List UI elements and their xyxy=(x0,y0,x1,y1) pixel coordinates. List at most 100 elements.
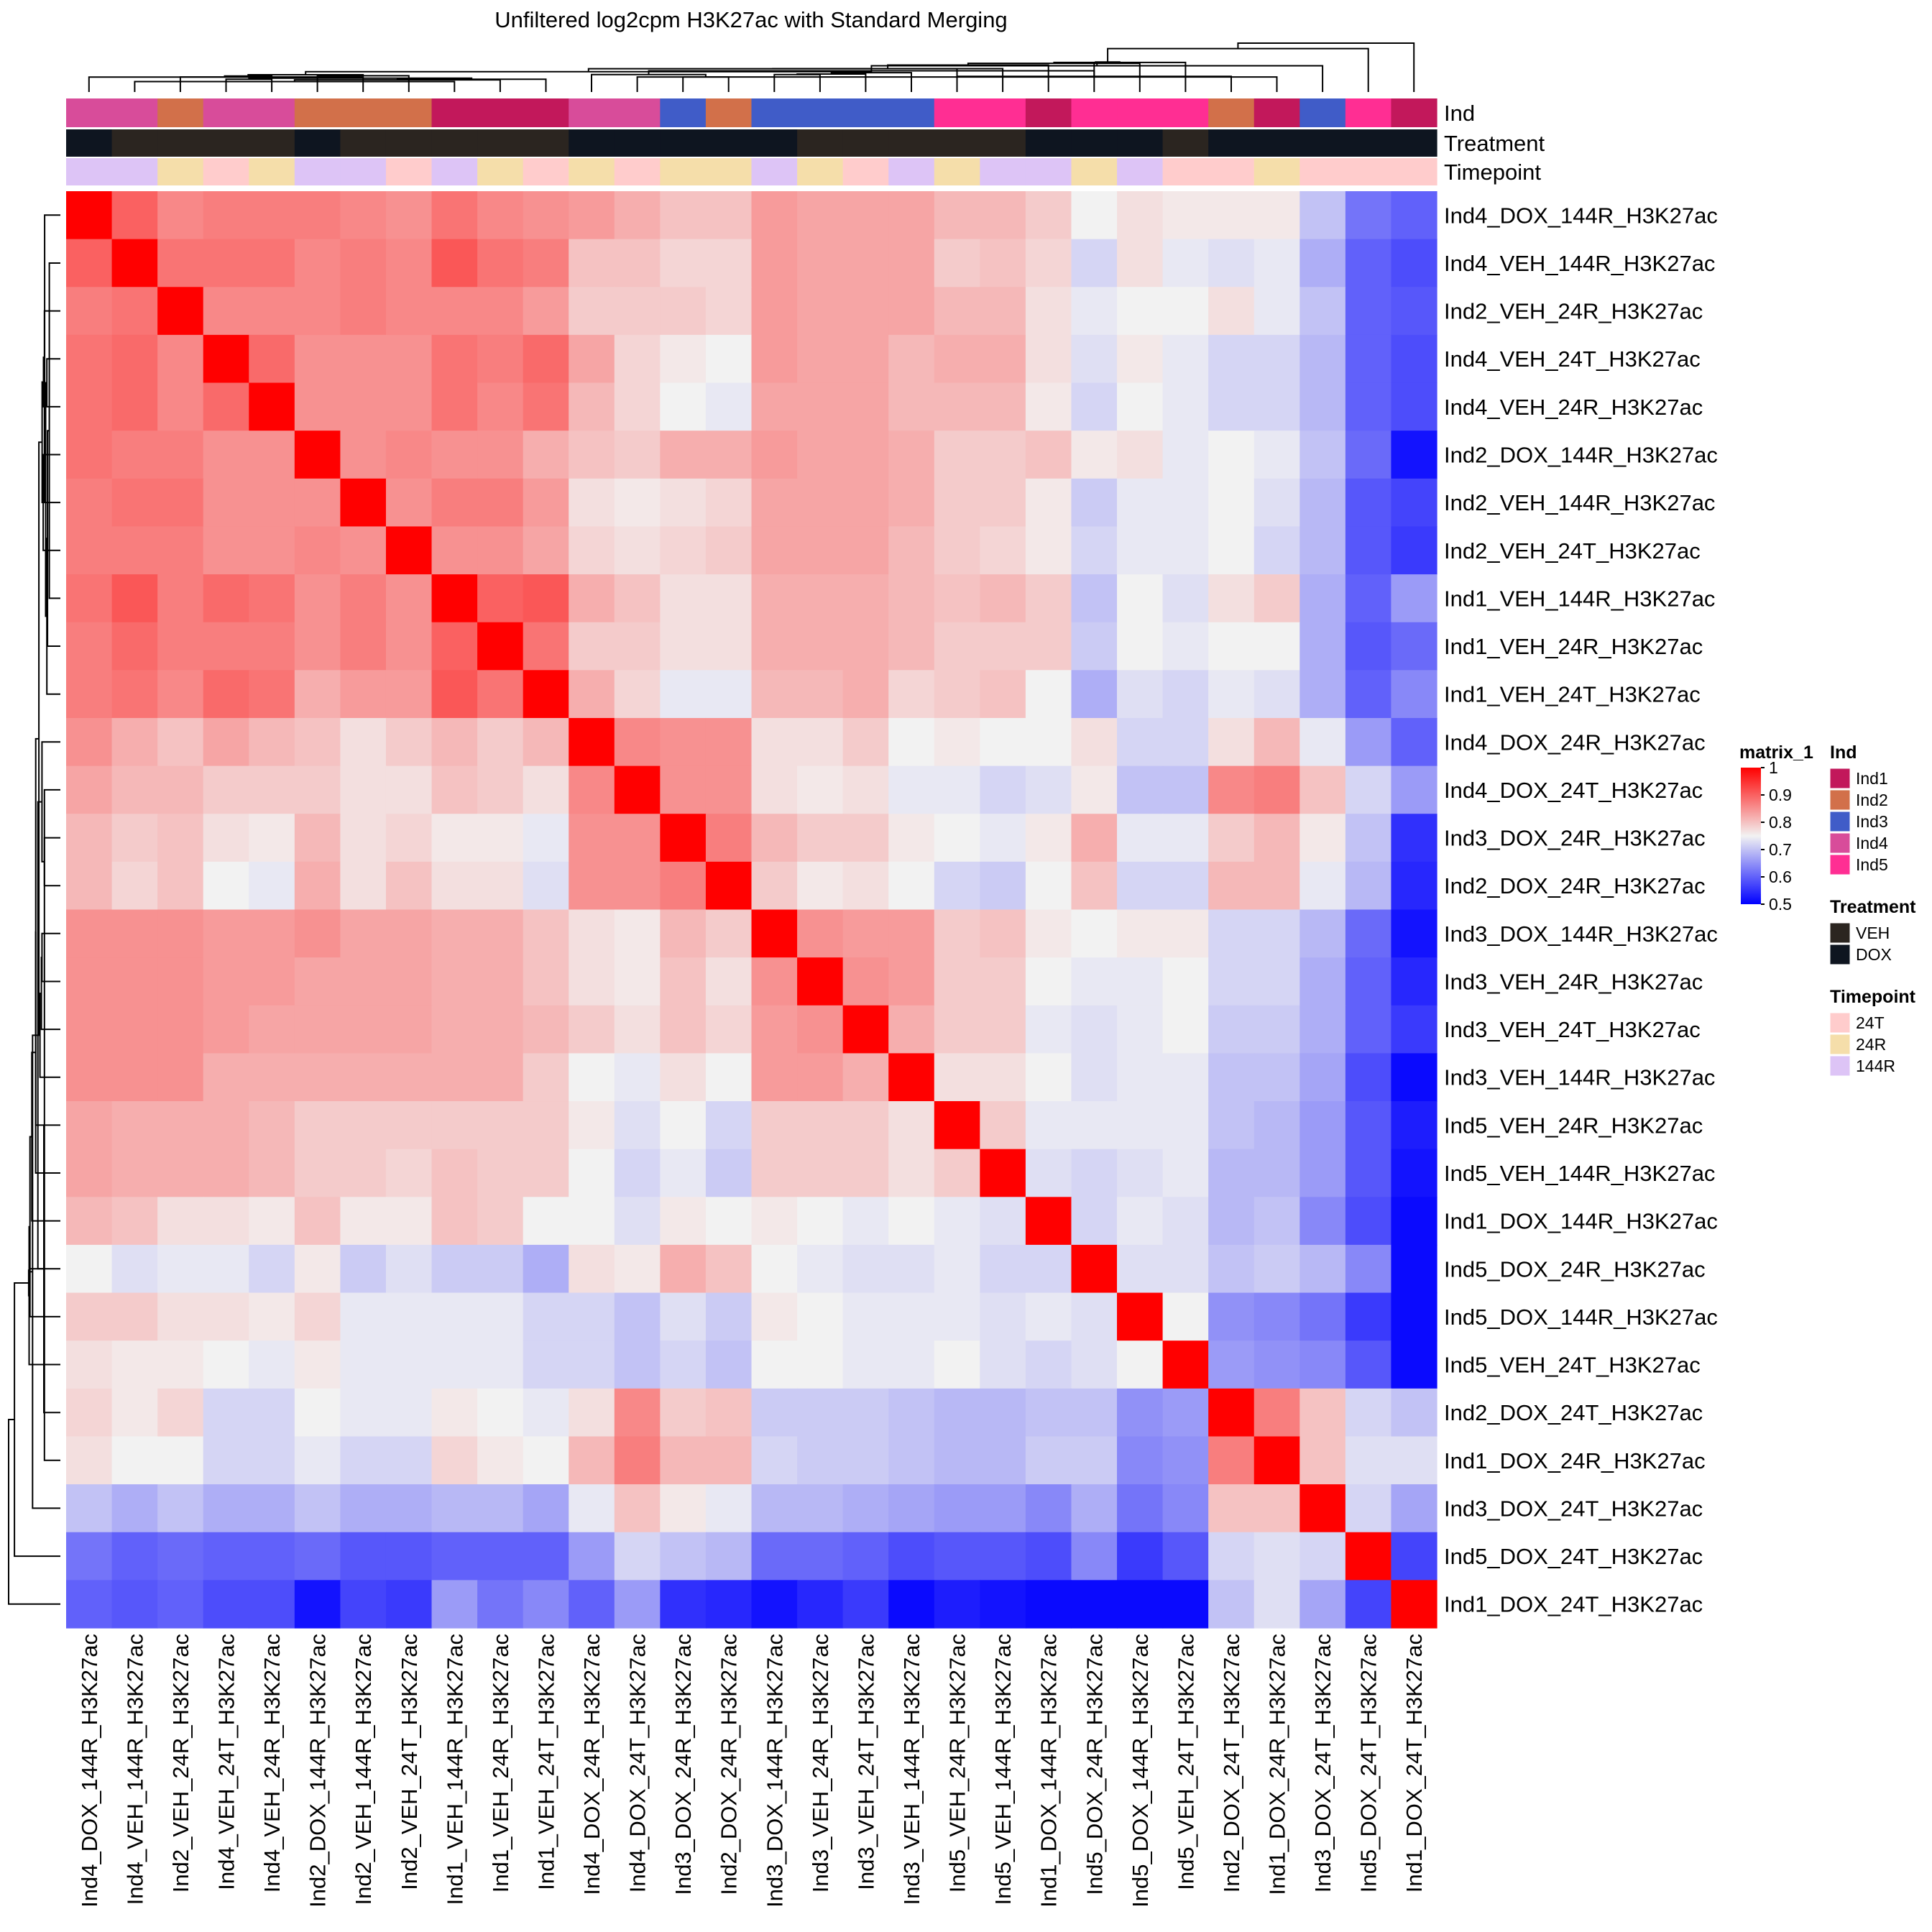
heatmap-cell xyxy=(888,239,935,288)
heatmap-cell xyxy=(523,670,569,719)
heatmap-cell xyxy=(1025,1292,1072,1341)
heatmap-cell xyxy=(1300,814,1346,862)
heatmap-cell xyxy=(294,431,341,479)
heatmap-cell xyxy=(1162,478,1209,528)
heatmap-cell xyxy=(705,1197,753,1246)
heatmap-cell xyxy=(660,1149,707,1197)
row-label: Ind4_VEH_24T_H3K27ac xyxy=(1444,346,1701,372)
heatmap-cell xyxy=(477,1149,524,1197)
heatmap-cell xyxy=(842,1580,889,1629)
heatmap-cell xyxy=(797,287,844,336)
heatmap-cell xyxy=(340,1149,387,1197)
heatmap-cell xyxy=(660,1244,707,1294)
heatmap-cell xyxy=(203,1436,249,1485)
heatmap-cell xyxy=(294,382,341,431)
heatmap-cell xyxy=(203,1197,249,1246)
heatmap-cell xyxy=(111,239,158,288)
heatmap-cell xyxy=(1391,1532,1438,1581)
heatmap-cell xyxy=(614,1388,661,1438)
heatmap-cell xyxy=(1300,1005,1346,1054)
heatmap-cell xyxy=(934,574,980,623)
heatmap-cell xyxy=(1300,1197,1346,1246)
heatmap-cell xyxy=(980,1532,1026,1581)
heatmap-cell xyxy=(1071,957,1118,1006)
heatmap-cell xyxy=(842,861,889,911)
heatmap-cell xyxy=(477,574,524,623)
heatmap-cell xyxy=(157,1532,204,1581)
heatmap-cell xyxy=(751,1101,798,1150)
heatmap-cell xyxy=(980,382,1026,431)
heatmap-cell xyxy=(1208,1484,1255,1533)
heatmap-cell xyxy=(888,1340,935,1389)
annotation-cell-treatment xyxy=(1391,129,1438,157)
heatmap-cell xyxy=(1300,478,1346,528)
heatmap-cell xyxy=(797,526,844,575)
heatmap-cell xyxy=(431,1340,478,1389)
heatmap-cell xyxy=(477,1484,524,1533)
heatmap-cell xyxy=(431,1292,478,1341)
heatmap-cell xyxy=(1162,1388,1209,1438)
annotation-cell-ind xyxy=(111,98,158,127)
heatmap-cell xyxy=(111,1101,158,1150)
heatmap-cell xyxy=(1208,1101,1255,1150)
heatmap-cell xyxy=(1117,1197,1164,1246)
heatmap-cell xyxy=(340,1292,387,1341)
annotation-cell-timepoint xyxy=(1071,158,1118,185)
column-labels: Ind4_DOX_144R_H3K27ac Ind4_VEH_144R_H3K27… xyxy=(77,1634,1427,1908)
annotation-cell-timepoint xyxy=(614,158,661,185)
heatmap-cell xyxy=(842,1436,889,1485)
annotation-cell-treatment xyxy=(157,129,204,157)
heatmap-cell xyxy=(66,814,113,862)
heatmap-cell xyxy=(294,1149,341,1197)
heatmap-cell xyxy=(1071,382,1118,431)
heatmap-cell xyxy=(1208,1053,1255,1102)
heatmap-cell xyxy=(1300,1436,1346,1485)
heatmap-cell xyxy=(1162,574,1209,623)
heatmap-cell xyxy=(1391,1340,1438,1389)
heatmap-cell xyxy=(660,1436,707,1485)
heatmap-cell xyxy=(1071,191,1118,240)
heatmap-cell xyxy=(705,382,753,431)
heatmap-cell xyxy=(1254,1436,1300,1485)
heatmap-cell xyxy=(660,191,707,240)
heatmap-cell xyxy=(157,957,204,1006)
heatmap-cell xyxy=(66,1005,113,1054)
heatmap-cell xyxy=(157,1244,204,1294)
annotation-cell-treatment xyxy=(888,129,935,157)
heatmap-cell xyxy=(1025,622,1072,671)
legend-entry-label: Ind5 xyxy=(1856,855,1888,874)
heatmap-cell xyxy=(1162,909,1209,958)
annotation-cell-treatment xyxy=(660,129,707,157)
annotation-cell-timepoint xyxy=(888,158,935,185)
heatmap-cell xyxy=(249,765,295,814)
heatmap-cell xyxy=(888,382,935,431)
annotation-cell-ind xyxy=(614,98,661,127)
dendrogram-link xyxy=(32,1034,60,1509)
heatmap-cell xyxy=(477,717,524,767)
heatmap-cell xyxy=(980,814,1026,862)
heatmap-cell xyxy=(751,717,798,767)
column-label: Ind1_DOX_24R_H3K27ac xyxy=(1265,1634,1290,1895)
column-label: Ind2_DOX_24T_H3K27ac xyxy=(1219,1634,1244,1892)
heatmap-cell xyxy=(934,287,980,336)
annotation-cell-treatment xyxy=(1071,129,1118,157)
heatmap-cell xyxy=(751,1149,798,1197)
legend-entry-label: 24T xyxy=(1856,1013,1885,1032)
heatmap-cell xyxy=(111,957,158,1006)
heatmap-cell xyxy=(569,909,615,958)
legend-swatch xyxy=(1829,768,1851,789)
heatmap-cell xyxy=(523,1388,569,1438)
heatmap-cell xyxy=(797,1484,844,1533)
heatmap-cell xyxy=(705,191,753,240)
legend-group-title: Treatment xyxy=(1830,897,1916,917)
heatmap-cell xyxy=(523,431,569,479)
heatmap-cell xyxy=(340,287,387,336)
heatmap-cell xyxy=(980,287,1026,336)
heatmap-cell xyxy=(660,717,707,767)
heatmap-cell xyxy=(1162,1149,1209,1197)
row-label: Ind5_DOX_24T_H3K27ac xyxy=(1444,1544,1703,1569)
heatmap-cell xyxy=(203,670,249,719)
heatmap-cell xyxy=(1025,287,1072,336)
heatmap-cell xyxy=(705,622,753,671)
column-label: Ind2_DOX_24R_H3K27ac xyxy=(717,1634,742,1895)
